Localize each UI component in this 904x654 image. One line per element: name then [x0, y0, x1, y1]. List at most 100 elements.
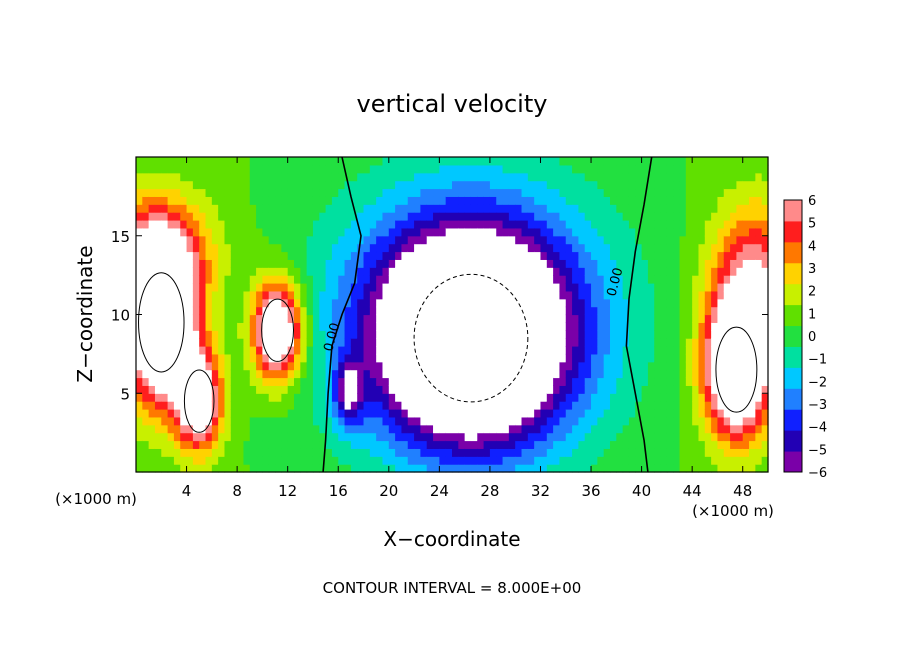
heatmap-cell — [647, 220, 655, 229]
heatmap-cell — [382, 369, 390, 379]
heatmap-cell — [584, 424, 592, 434]
heatmap-cell — [407, 212, 415, 221]
heatmap-cell — [572, 322, 579, 331]
heatmap-cell — [635, 464, 643, 473]
heatmap-cell — [489, 346, 497, 355]
heatmap-cell — [679, 298, 687, 308]
heatmap-cell — [294, 243, 301, 253]
heatmap-cell — [167, 409, 175, 418]
heatmap-cell — [237, 409, 245, 418]
heatmap-cell — [199, 409, 207, 418]
contour-positive — [183, 369, 215, 433]
heatmap-cell — [249, 204, 257, 213]
heatmap-cell — [717, 401, 725, 410]
heatmap-cell — [275, 409, 282, 418]
heatmap-cell — [673, 251, 681, 260]
heatmap-cell — [572, 353, 579, 363]
heatmap-cell — [312, 464, 320, 473]
heatmap-cell — [603, 243, 611, 253]
heatmap-cell — [300, 369, 308, 379]
heatmap-cell — [205, 432, 213, 442]
heatmap-cell — [407, 409, 415, 418]
colorbar-swatch — [784, 451, 802, 473]
heatmap-cell — [382, 164, 390, 174]
heatmap-cell — [363, 306, 371, 316]
heatmap-cell — [730, 385, 737, 394]
heatmap-cell — [369, 401, 377, 410]
heatmap-cell — [433, 314, 440, 323]
heatmap-cell — [673, 416, 681, 426]
heatmap-cell — [584, 330, 592, 339]
heatmap-cell — [597, 361, 605, 371]
heatmap-cell — [211, 369, 219, 379]
heatmap-cell — [559, 227, 567, 237]
heatmap-cell — [527, 401, 535, 410]
heatmap-cell — [262, 275, 270, 284]
heatmap-cell — [679, 275, 687, 284]
heatmap-cell — [331, 424, 339, 434]
heatmap-cell — [230, 393, 238, 402]
heatmap-cell — [591, 416, 598, 426]
heatmap-cell — [224, 259, 232, 268]
heatmap-cell — [186, 290, 194, 300]
heatmap-cell — [470, 235, 478, 245]
heatmap-cell — [148, 275, 156, 284]
heatmap-cell — [673, 235, 681, 245]
heatmap-cell — [433, 369, 440, 379]
heatmap-cell — [685, 251, 693, 260]
heatmap-cell — [591, 440, 598, 449]
heatmap-cell — [312, 440, 320, 449]
heatmap-cell — [654, 227, 662, 237]
heatmap-cell — [249, 409, 257, 418]
heatmap-cell — [161, 322, 169, 331]
heatmap-cell — [610, 290, 617, 300]
heatmap-cell — [294, 353, 301, 363]
heatmap-cell — [249, 456, 257, 465]
heatmap-cell — [344, 353, 352, 363]
heatmap-cell — [439, 275, 447, 284]
heatmap-cell — [673, 164, 681, 174]
heatmap-cell — [578, 338, 586, 347]
heatmap-cell — [660, 393, 668, 402]
heatmap-cell — [464, 377, 472, 386]
heatmap-cell — [597, 220, 605, 229]
heatmap-cell — [338, 188, 346, 197]
heatmap-cell — [553, 220, 561, 229]
heatmap-cell — [489, 330, 497, 339]
heatmap-cell — [211, 267, 219, 276]
heatmap-cell — [445, 314, 453, 323]
heatmap-cell — [610, 432, 617, 442]
heatmap-cell — [711, 338, 719, 347]
heatmap-cell — [749, 346, 756, 355]
heatmap-cell — [376, 385, 384, 394]
heatmap-cell — [534, 440, 542, 449]
heatmap-cell — [698, 283, 706, 292]
heatmap-cell — [369, 409, 377, 418]
heatmap-cell — [401, 196, 409, 205]
heatmap-cell — [692, 243, 700, 253]
heatmap-cell — [546, 346, 554, 355]
heatmap-cell — [192, 259, 200, 268]
heatmap-cell — [433, 361, 440, 371]
heatmap-cell — [546, 212, 554, 221]
heatmap-cell — [281, 283, 289, 292]
heatmap-cell — [224, 212, 232, 221]
heatmap-cell — [749, 196, 756, 205]
heatmap-cell — [736, 369, 744, 379]
heatmap-cell — [521, 353, 529, 363]
heatmap-cell — [685, 353, 693, 363]
heatmap-cell — [173, 298, 181, 308]
heatmap-cell — [414, 401, 421, 410]
heatmap-cell — [666, 290, 674, 300]
heatmap-cell — [641, 346, 649, 355]
heatmap-cell — [502, 322, 510, 331]
heatmap-cell — [521, 409, 529, 418]
heatmap-cell — [692, 409, 700, 418]
heatmap-cell — [698, 306, 706, 316]
heatmap-cell — [673, 259, 681, 268]
heatmap-cell — [666, 401, 674, 410]
heatmap-cell — [243, 424, 251, 434]
heatmap-cell — [401, 322, 409, 331]
heatmap-cell — [136, 448, 143, 457]
heatmap-cell — [439, 290, 447, 300]
